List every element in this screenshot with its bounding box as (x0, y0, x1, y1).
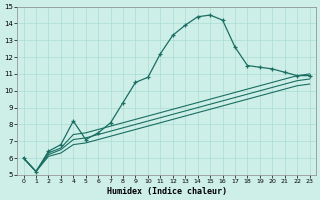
X-axis label: Humidex (Indice chaleur): Humidex (Indice chaleur) (107, 187, 227, 196)
